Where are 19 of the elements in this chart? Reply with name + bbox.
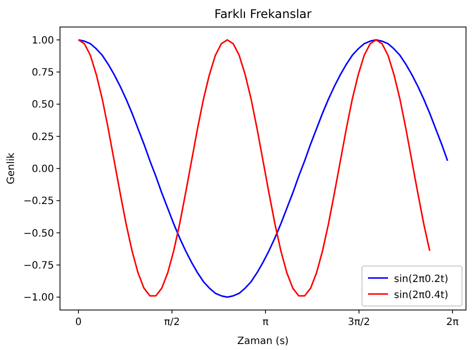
y-tick-label: −1.00	[23, 292, 54, 304]
y-tick-label: −0.75	[23, 260, 54, 272]
legend-label: sin(2π0.4t)	[394, 290, 448, 301]
y-tick-label: 0.50	[32, 100, 54, 111]
x-tick-label: π	[262, 317, 268, 328]
x-tick-label: 0	[75, 317, 82, 328]
y-axis-title: Genlik	[6, 152, 17, 184]
y-tick-label: 0.25	[32, 132, 54, 143]
x-tick-label: π/2	[164, 317, 180, 328]
y-tick-label: −0.25	[23, 196, 54, 208]
x-axis-title: Zaman (s)	[237, 336, 289, 347]
x-tick-label: 2π	[446, 317, 459, 328]
chart-title: Farklı Frekanslar	[214, 7, 312, 21]
x-tick-label: 3π/2	[348, 317, 370, 328]
y-tick-label: 0.00	[32, 164, 54, 175]
y-tick-label: 0.75	[32, 68, 54, 79]
legend-label: sin(2π0.2t)	[394, 274, 448, 285]
y-tick-label: 1.00	[32, 35, 54, 46]
y-tick-label: −0.50	[23, 228, 54, 240]
